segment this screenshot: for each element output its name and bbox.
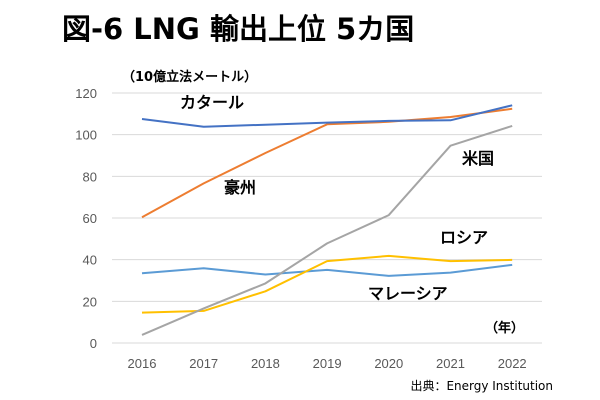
- x-tick-label: 2019: [313, 356, 342, 371]
- y-tick-label: 100: [75, 128, 97, 143]
- series-line-us: [141, 124, 513, 336]
- series-line-australia: [141, 107, 513, 219]
- series-line-malaysia: [141, 263, 513, 277]
- y-tick-label: 40: [83, 253, 97, 268]
- y-tick-label: 0: [90, 336, 97, 351]
- y-tick-label: 60: [83, 211, 97, 226]
- y-tick-label: 120: [75, 86, 97, 101]
- x-tick-label: 2018: [251, 356, 280, 371]
- series-line-qatar: [141, 104, 513, 128]
- chart-title: 図-6 LNG 輸出上位 5カ国: [62, 12, 415, 46]
- x-tick-label: 2016: [128, 356, 157, 371]
- series-label-us: 米国: [462, 149, 494, 168]
- x-tick-label: 2017: [189, 356, 218, 371]
- y-tick-label: 80: [83, 169, 97, 184]
- series-label-malaysia: マレーシア: [368, 284, 448, 303]
- y-axis-unit-label: （10億立法メートル）: [122, 70, 258, 85]
- source-note: 出典：Energy Institution: [410, 379, 553, 393]
- series-label-russia: ロシア: [440, 228, 488, 247]
- x-tick-label: 2022: [498, 356, 527, 371]
- series-label-qatar: カタール: [180, 93, 244, 112]
- y-tick-label: 20: [83, 294, 97, 309]
- series-label-australia: 豪州: [224, 178, 256, 197]
- x-tick-label: 2020: [374, 356, 403, 371]
- series-line-russia: [141, 254, 513, 314]
- x-axis-unit-label: （年）: [485, 320, 524, 336]
- x-tick-label: 2021: [436, 356, 465, 371]
